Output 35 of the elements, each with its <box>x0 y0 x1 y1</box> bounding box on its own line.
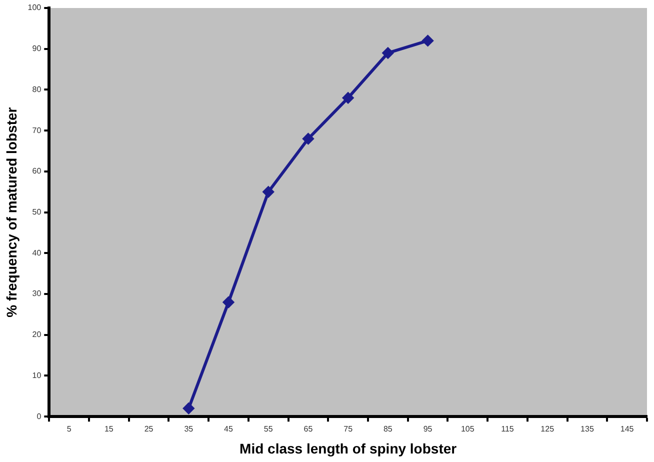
y-tick-label: 0 <box>36 412 42 421</box>
point <box>223 296 234 308</box>
point <box>302 133 314 144</box>
point <box>262 186 274 198</box>
x-tick-label: 65 <box>304 424 314 434</box>
y-tick-label: 80 <box>32 84 42 94</box>
point <box>183 402 194 414</box>
y-tick-label: 50 <box>32 208 42 217</box>
y-tick-label: 90 <box>32 44 42 54</box>
x-axis-title: Mid class length of spiny lobster <box>240 440 458 456</box>
x-tick-label: 105 <box>460 424 475 434</box>
x-tick-label: 115 <box>501 424 514 434</box>
x-tick-label: 145 <box>620 424 634 434</box>
x-tick-label: 55 <box>264 424 274 434</box>
y-tick-label: 20 <box>32 330 42 340</box>
x-tick-label: 5 <box>66 424 72 434</box>
point <box>422 35 434 46</box>
y-tick-label: 100 <box>28 3 42 12</box>
y-tick-label: 60 <box>32 166 42 176</box>
x-tick-label: 25 <box>144 424 154 434</box>
y-tick-label: 10 <box>32 370 42 380</box>
x-tick-label: 35 <box>184 424 194 434</box>
y-tick-label: 70 <box>32 126 42 135</box>
y-tick-label: 30 <box>32 289 42 298</box>
point <box>382 47 394 58</box>
point <box>342 92 354 104</box>
x-tick-label: 125 <box>540 424 555 434</box>
y-tick-label: 40 <box>32 248 42 258</box>
x-tick-label: 135 <box>580 424 594 434</box>
x-tick-label: 75 <box>344 424 354 434</box>
y-axis-title: % frequency of matured lobster <box>3 106 20 318</box>
x-tick-label: 95 <box>423 424 433 434</box>
x-tick-label: 45 <box>224 424 234 434</box>
x-tick-label: 15 <box>104 424 114 434</box>
x-tick-label: 85 <box>383 424 393 434</box>
